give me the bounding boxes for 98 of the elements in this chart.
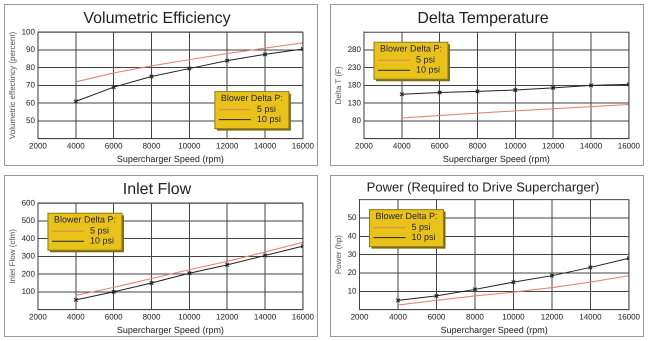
chart-title: Delta Temperature <box>417 10 549 28</box>
y-tick-label: 100 <box>22 27 36 36</box>
point <box>111 290 116 294</box>
x-axis-title: Supercharger Speed (rpm) <box>442 154 550 164</box>
point <box>472 287 478 292</box>
x-tick-label: 10000 <box>178 312 202 322</box>
x-tick-label: 14000 <box>254 142 277 151</box>
chart-title: Power (Required to Drive Supercharger) <box>366 179 600 194</box>
y-tick-label: 230 <box>348 62 362 72</box>
x-tick-label: 2000 <box>29 142 48 151</box>
legend-title: Blower Delta P: <box>220 93 283 104</box>
y-tick-label: 50 <box>348 213 358 222</box>
x-tick-label: 14000 <box>579 312 602 322</box>
point <box>550 86 556 90</box>
x-tick-label: 10000 <box>178 142 202 151</box>
y-tick-label: 100 <box>22 287 36 296</box>
point <box>224 262 230 268</box>
y-tick-label: 280 <box>348 45 362 54</box>
x-tick-label: 16000 <box>292 142 315 151</box>
y-tick-label: 50 <box>26 116 36 126</box>
y-tick-label: 90 <box>26 45 36 54</box>
legend-title: Blower Delta P: <box>54 214 116 225</box>
y-tick-label: 80 <box>352 116 362 126</box>
y-axis-title: Volumetric effectincy (percent) <box>8 31 18 140</box>
y-tick-label: 60 <box>26 98 36 108</box>
legend-label: 10 psi <box>90 236 114 246</box>
x-tick-label: 6000 <box>428 312 446 322</box>
y-tick-label: 180 <box>348 80 362 90</box>
x-tick-label: 6000 <box>104 312 124 322</box>
y-tick-label: 130 <box>348 98 362 108</box>
point <box>262 52 268 57</box>
x-tick-label: 8000 <box>142 142 161 151</box>
x-tick-label: 8000 <box>466 312 484 322</box>
x-tick-label: 12000 <box>216 312 239 322</box>
x-tick-label: 4000 <box>392 142 412 151</box>
point <box>111 84 116 90</box>
point <box>434 294 439 298</box>
point <box>550 273 554 278</box>
chart-title: Volumetric Efficiency <box>83 10 231 28</box>
legend-label: 10 psi <box>416 64 440 75</box>
point <box>262 253 268 258</box>
x-tick-label: 6000 <box>430 142 450 151</box>
point <box>513 88 518 92</box>
y-tick-label: 300 <box>22 252 36 261</box>
y-tick-label: 20 <box>348 268 358 278</box>
x-tick-label: 4000 <box>389 312 408 322</box>
y-tick-label: 400 <box>22 234 36 243</box>
x-tick-label: 2000 <box>350 312 369 322</box>
x-tick-label: 14000 <box>254 312 277 322</box>
x-tick-label: 16000 <box>618 312 641 322</box>
x-tick-label: 12000 <box>216 142 239 151</box>
legend-label: 10 psi <box>412 232 436 242</box>
legend-label: 5 psi <box>412 222 431 232</box>
y-tick-label: 600 <box>22 198 36 208</box>
x-tick-label: 8000 <box>468 142 487 151</box>
y-tick-label: 200 <box>22 269 36 278</box>
legend-title: Blower Delta P: <box>375 211 438 222</box>
legend-title: Blower Delta P: <box>380 44 442 54</box>
y-tick-label: 30 <box>348 250 358 259</box>
y-tick-label: 10 <box>348 286 358 296</box>
x-tick-label: 16000 <box>618 142 641 151</box>
chart-title: Inlet Flow <box>122 181 192 198</box>
x-tick-label: 10000 <box>502 312 526 322</box>
y-axis-title: Inlet Flow (cfm) <box>8 228 18 284</box>
x-tick-label: 12000 <box>540 312 564 322</box>
x-axis-title: Supercharger Speed (rpm) <box>116 325 224 336</box>
point <box>437 90 442 95</box>
x-tick-label: 16000 <box>292 312 315 322</box>
y-tick-label: 40 <box>348 231 358 240</box>
x-tick-label: 4000 <box>66 312 86 322</box>
legend-label: 10 psi <box>256 114 281 124</box>
point <box>187 66 192 71</box>
x-tick-label: 14000 <box>580 142 603 151</box>
legend-label: 5 psi <box>90 226 109 236</box>
point <box>149 74 154 79</box>
x-axis-title: Supercharger Speed (rpm) <box>116 154 224 164</box>
point <box>149 280 154 286</box>
point <box>224 58 230 63</box>
legend-label: 5 psi <box>256 104 276 114</box>
y-tick-label: 80 <box>26 62 36 72</box>
x-axis-title: Supercharger Speed (rpm) <box>440 325 548 336</box>
y-tick-label: 500 <box>22 216 36 226</box>
x-tick-label: 4000 <box>66 142 86 151</box>
point <box>511 280 516 284</box>
point <box>475 89 480 94</box>
x-tick-label: 12000 <box>542 142 565 151</box>
x-tick-label: 2000 <box>355 142 374 151</box>
point <box>187 270 192 276</box>
legend-label: 5 psi <box>416 54 435 65</box>
y-axis-title: Delta T (F) <box>334 66 344 104</box>
x-tick-label: 10000 <box>504 142 528 151</box>
point <box>588 83 594 88</box>
x-tick-label: 6000 <box>104 142 124 151</box>
y-axis-title: Power (hp) <box>334 234 344 274</box>
x-tick-label: 2000 <box>29 312 48 322</box>
x-tick-label: 8000 <box>142 312 161 322</box>
y-tick-label: 70 <box>26 80 36 90</box>
point <box>588 265 593 270</box>
